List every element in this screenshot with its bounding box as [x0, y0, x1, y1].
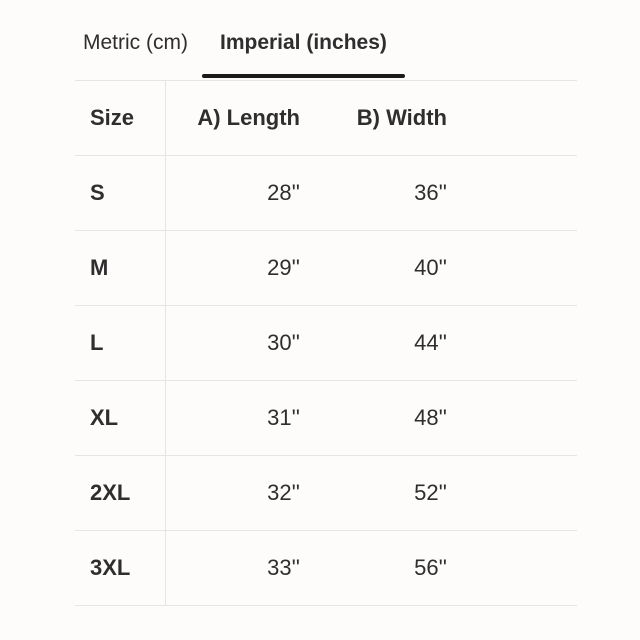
size-label: L [75, 306, 166, 380]
tab-metric-cm[interactable]: Metric (cm) [83, 31, 188, 54]
length-value: 29'' [267, 255, 300, 280]
size-label: S [75, 156, 166, 230]
length-value: 33'' [267, 555, 300, 580]
width-value: 52'' [414, 480, 447, 505]
size-label: 3XL [75, 531, 166, 605]
size-label: 2XL [75, 456, 166, 530]
length-value: 30'' [267, 330, 300, 355]
size-chart-table: Size A) Length B) Width S 28'' 36'' M 29… [75, 80, 577, 606]
length-value: 28'' [267, 180, 300, 205]
size-label: M [75, 231, 166, 305]
width-value: 44'' [414, 330, 447, 355]
width-value: 36'' [414, 180, 447, 205]
width-value: 48'' [414, 405, 447, 430]
table-row: M 29'' 40'' [75, 231, 577, 306]
width-value: 40'' [414, 255, 447, 280]
tab-imperial-inches[interactable]: Imperial (inches) [201, 30, 405, 78]
table-row: XL 31'' 48'' [75, 381, 577, 456]
column-header-width: B) Width [356, 105, 447, 130]
size-label: XL [75, 381, 166, 455]
table-header-row: Size A) Length B) Width [75, 81, 577, 156]
column-header-size: Size [75, 81, 166, 155]
table-row: 2XL 32'' 52'' [75, 456, 577, 531]
unit-tabs: Metric (cm) Imperial (inches) [83, 30, 405, 78]
length-value: 31'' [267, 405, 300, 430]
table-row: S 28'' 36'' [75, 156, 577, 231]
width-value: 56'' [414, 555, 447, 580]
column-header-length: A) Length [197, 105, 300, 130]
length-value: 32'' [267, 480, 300, 505]
table-row: 3XL 33'' 56'' [75, 531, 577, 606]
table-row: L 30'' 44'' [75, 306, 577, 381]
